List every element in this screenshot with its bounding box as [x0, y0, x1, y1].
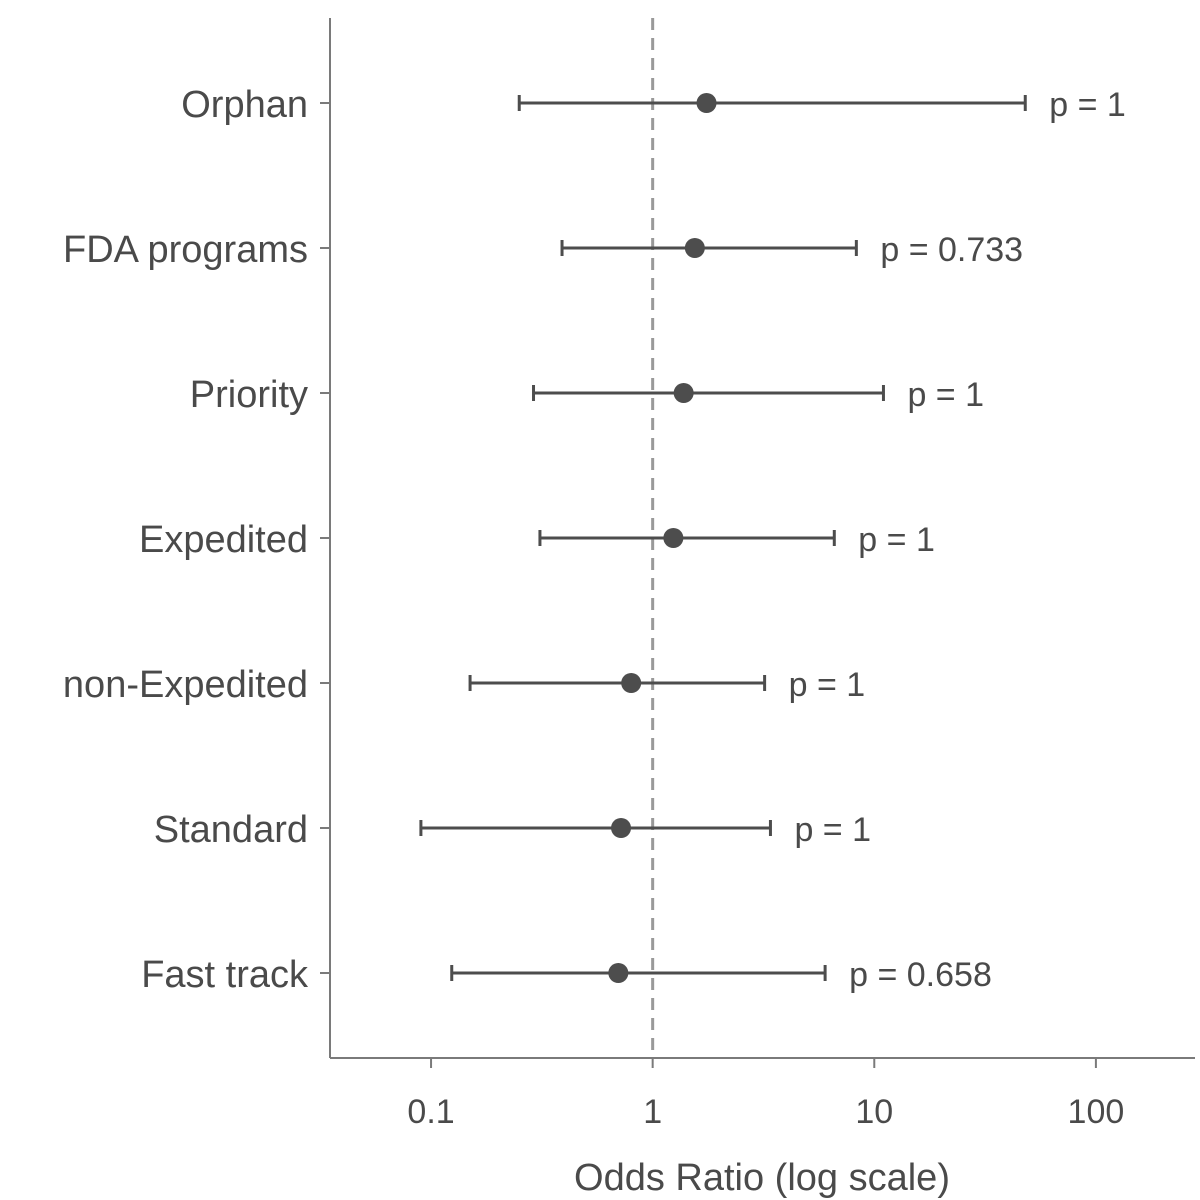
odds-ratio-point — [611, 818, 632, 838]
odds-ratio-point — [696, 93, 717, 113]
category-label: FDA programs — [63, 229, 308, 271]
category-label: Fast track — [141, 954, 309, 996]
p-value-label: p = 1 — [858, 521, 935, 559]
odds-ratio-point — [608, 963, 629, 983]
p-value-label: p = 1 — [789, 666, 866, 704]
x-axis-title: Odds Ratio (log scale) — [574, 1157, 950, 1199]
category-label: Standard — [154, 809, 308, 851]
x-tick-label: 0.1 — [407, 1093, 454, 1131]
category-label: Orphan — [181, 84, 308, 126]
p-value-label: p = 1 — [794, 811, 871, 849]
rows-layer: p = 1 p = 0.733 p = 1 p = 1 p = 1 p = 1 p = 0.… — [419, 86, 1126, 994]
p-value-label: p = 0.733 — [880, 231, 1023, 269]
odds-ratio-point — [621, 673, 642, 693]
p-value-label: p = 1 — [907, 376, 984, 414]
category-label: Priority — [190, 374, 308, 416]
category-tick-layer: Orphan FDA programs Priority Expedited non-E… — [63, 84, 330, 996]
odds-ratio-point — [663, 528, 684, 548]
x-tick-layer: 0.1 1 10 100 — [407, 1058, 1124, 1131]
category-label: Expedited — [139, 519, 308, 561]
p-value-label: p = 0.658 — [849, 956, 992, 994]
odds-ratio-point — [684, 238, 705, 258]
odds-ratio-point — [673, 383, 694, 403]
category-label: non-Expedited — [63, 664, 308, 706]
x-tick-label: 1 — [643, 1093, 662, 1131]
x-tick-label: 100 — [1068, 1093, 1125, 1131]
x-tick-label: 10 — [855, 1093, 893, 1131]
p-value-label: p = 1 — [1049, 86, 1126, 124]
